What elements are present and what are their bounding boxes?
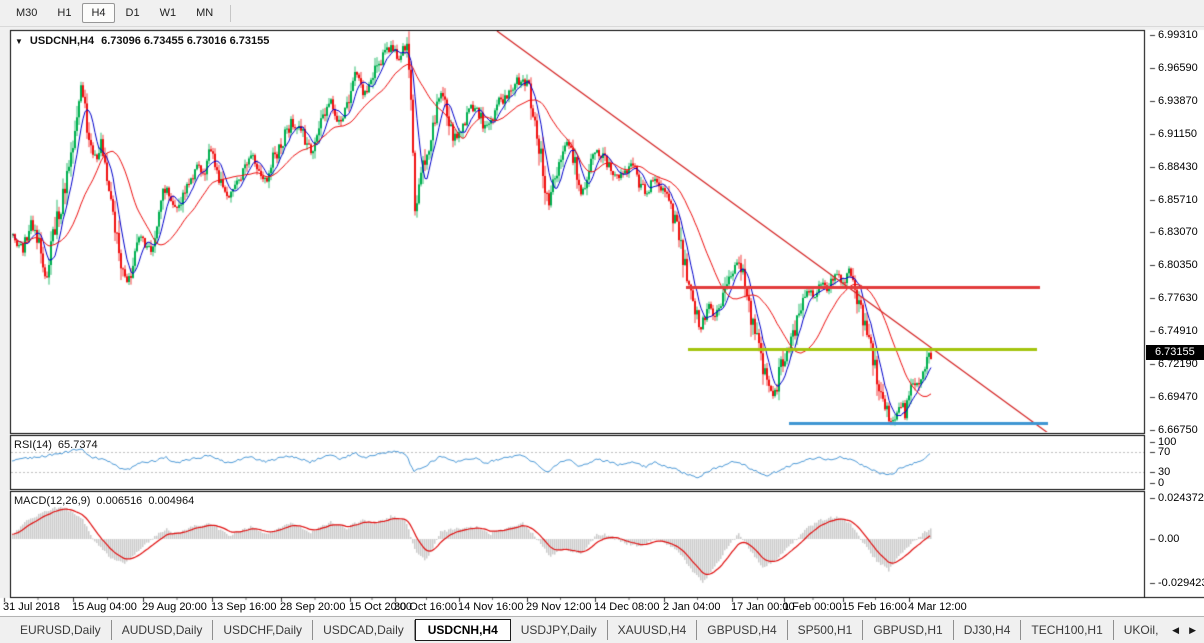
time-tick-label: 13 Sep 16:00 (211, 601, 277, 613)
price-tick-label: 6.80350 (1158, 259, 1198, 271)
macd-tick-label: -0.029423 (1158, 577, 1204, 589)
time-tick-label: 14 Dec 08:00 (594, 601, 660, 613)
time-tick-label: 14 Nov 16:00 (458, 601, 524, 613)
macd-value-signal: 0.004964 (148, 495, 195, 507)
time-tick-label: 1 Feb 00:00 (783, 601, 842, 613)
toolbar-separator (230, 4, 232, 22)
chart-tab[interactable]: DJ30,H4 (954, 620, 1022, 640)
macd-indicator-label: MACD(12,26,9) 0.006516 0.004964 (14, 495, 194, 507)
price-tick-label: 6.77630 (1158, 292, 1198, 304)
macd-tick-label: 0.00 (1158, 533, 1180, 545)
chart-tab[interactable]: USDCHF,Daily (213, 620, 314, 640)
chart-tab[interactable]: SP500,H1 (788, 620, 864, 640)
time-tick-label: 28 Sep 20:00 (280, 601, 346, 613)
chart-dropdown-icon[interactable]: ▼ (15, 36, 23, 46)
time-tick-label: 2 Jan 04:00 (663, 601, 721, 613)
timeframe-button[interactable]: M30 (7, 3, 46, 23)
chart-tab[interactable]: USDCAD,Daily (313, 620, 415, 640)
price-tick-label: 6.69470 (1158, 391, 1198, 403)
time-tick-label: 15 Aug 04:00 (72, 601, 137, 613)
time-tick-label: 29 Nov 12:00 (526, 601, 592, 613)
price-tick-label: 6.93870 (1158, 95, 1198, 107)
rsi-tick-label: 100 (1158, 436, 1177, 448)
time-tick-label: 17 Jan 00:00 (731, 601, 795, 613)
time-tick-label: 15 Oct 20:00 (349, 601, 412, 613)
price-tick-label: 6.85710 (1158, 194, 1198, 206)
price-tick-label: 6.91150 (1158, 128, 1197, 140)
rsi-tick-label: 30 (1158, 466, 1171, 478)
time-tick-label: 29 Aug 20:00 (142, 601, 207, 613)
macd-label: MACD(12,26,9) (14, 495, 91, 507)
price-tick-label: 6.96590 (1158, 62, 1198, 74)
chart-tab[interactable]: EURUSD,Daily (10, 620, 112, 640)
timeframe-button[interactable]: MN (187, 3, 222, 23)
macd-value-main: 0.006516 (96, 495, 143, 507)
chart-tab[interactable]: XAUUSD,H4 (608, 620, 698, 640)
rsi-value: 65.7374 (57, 439, 98, 451)
chart-tab[interactable]: USDCNH,H4 (414, 619, 511, 641)
timeframe-toolbar: M30 H1 H4 D1 W1 MN (0, 0, 1204, 27)
timeframe-button[interactable]: W1 (151, 3, 186, 23)
tab-scroll-arrows: ◀ ▶ (1172, 625, 1196, 636)
timeframe-button[interactable]: H1 (48, 3, 80, 23)
price-tick-label: 6.88430 (1158, 161, 1198, 173)
timeframe-button[interactable]: D1 (117, 3, 149, 23)
rsi-tick-label: 0 (1158, 477, 1165, 489)
price-tick-label: 6.83070 (1158, 226, 1198, 238)
chart-tab[interactable]: UKOil, (1123, 623, 1159, 637)
price-tick-label: 6.66750 (1158, 424, 1198, 436)
current-price-badge: 6.73155 (1146, 345, 1204, 360)
rsi-indicator-label: RSI(14) 65.7374 (14, 439, 98, 451)
chart-title: ▼ USDCNH,H4 6.73096 6.73455 6.73016 6.73… (15, 35, 269, 47)
tab-scroll-left-icon[interactable]: ◀ (1172, 624, 1180, 635)
chart-tab[interactable]: GBPUSD,H1 (863, 620, 954, 640)
chart-tabbar: EURUSD,Daily AUDUSD,Daily USDCHF,Daily USDC… (0, 616, 1204, 643)
time-tick-label: 15 Feb 16:00 (842, 601, 907, 613)
price-tick-label: 6.72190 (1158, 358, 1198, 370)
chart-title-ohlc: 6.73096 6.73455 6.73016 6.73155 (101, 35, 270, 47)
time-tick-label: 30 Oct 16:00 (394, 601, 457, 613)
chart-tab[interactable]: TECH100,H1 (1021, 620, 1114, 640)
price-tick-label: 6.99310 (1158, 29, 1198, 41)
rsi-tick-label: 70 (1158, 446, 1171, 458)
chart-title-symbol: USDCNH,H4 (29, 35, 95, 47)
rsi-label: RSI(14) (14, 439, 52, 451)
tab-scroll-right-icon[interactable]: ▶ (1189, 624, 1196, 635)
macd-tick-label: 0.024372 (1158, 492, 1204, 504)
time-tick-label: 31 Jul 2018 (3, 601, 60, 613)
chart-tab[interactable]: AUDUSD,Daily (112, 620, 214, 640)
time-tick-label: 4 Mar 12:00 (908, 601, 967, 613)
price-tick-label: 6.74910 (1158, 325, 1198, 337)
chart-tab[interactable]: GBPUSD,H4 (697, 620, 788, 640)
timeframe-button[interactable]: H4 (82, 3, 115, 23)
chart-tab[interactable]: USDJPY,Daily (511, 620, 608, 640)
